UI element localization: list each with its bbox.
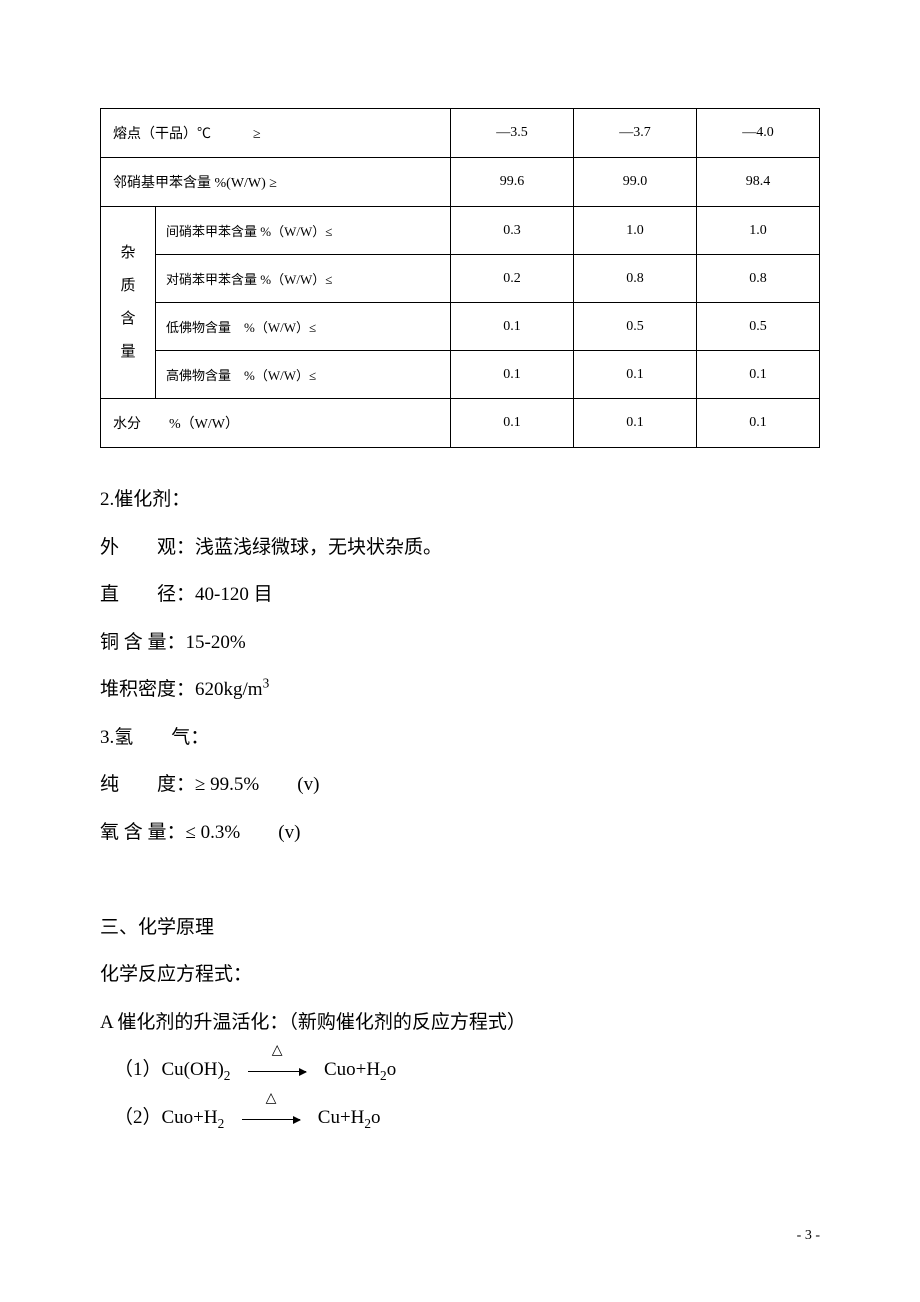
text: Cuo+H xyxy=(324,1059,380,1080)
text: 堆积密度：620kg/m xyxy=(100,679,263,700)
table-row: 邻硝基甲苯含量 %(W/W) ≥ 99.6 99.0 98.4 xyxy=(101,158,820,207)
equation-2: （2）Cuo+H2 △ Cu+H2o xyxy=(100,1094,820,1142)
table-row: 水分 %（W/W） 0.1 0.1 0.1 xyxy=(101,399,820,448)
subscript: 2 xyxy=(218,1116,225,1131)
cell-value: 0.3 xyxy=(451,207,574,255)
line-oxygen-content: 氧 含 量：≤ 0.3% (v) xyxy=(100,809,820,857)
cell-value: 0.2 xyxy=(451,255,574,303)
cell-value: 98.4 xyxy=(697,158,820,207)
cell-value: 0.8 xyxy=(697,255,820,303)
line-appearance: 外 观：浅蓝浅绿微球，无块状杂质。 xyxy=(100,524,820,572)
text: o xyxy=(387,1059,397,1080)
cell-value: —3.5 xyxy=(451,109,574,158)
cell-label: 水分 %（W/W） xyxy=(101,399,451,448)
superscript: 3 xyxy=(263,676,270,691)
cell-value: 0.8 xyxy=(574,255,697,303)
line-catalyst-heading: 2.催化剂： xyxy=(100,476,820,524)
line-bulk-density: 堆积密度：620kg/m3 xyxy=(100,666,820,714)
arrow-icon xyxy=(242,1119,300,1120)
cell-value: 0.1 xyxy=(451,399,574,448)
subscript: 2 xyxy=(224,1068,231,1083)
cell-value: 0.1 xyxy=(451,351,574,399)
cell-value: 0.5 xyxy=(697,303,820,351)
delta-icon: △ xyxy=(241,1033,313,1068)
cell-label: 熔点（干品）℃ ≥ xyxy=(101,109,451,158)
text: （2）Cuo+H xyxy=(114,1107,218,1128)
table-row: 高佛物含量 %（W/W）≤ 0.1 0.1 0.1 xyxy=(101,351,820,399)
cell-value: 0.1 xyxy=(451,303,574,351)
text: Cu+H xyxy=(318,1107,365,1128)
cell-value: —4.0 xyxy=(697,109,820,158)
reaction-arrow: △ xyxy=(235,1095,307,1143)
delta-icon: △ xyxy=(235,1081,307,1116)
cell-label: 间硝苯甲苯含量 %（W/W）≤ xyxy=(156,207,451,255)
subscript: 2 xyxy=(380,1068,387,1083)
cell-value: 0.5 xyxy=(574,303,697,351)
cell-value: 0.1 xyxy=(697,399,820,448)
table-row: 低佛物含量 %（W/W）≤ 0.1 0.5 0.5 xyxy=(101,303,820,351)
section-heading: 三、化学原理 xyxy=(100,904,820,952)
line-diameter: 直 径：40-120 目 xyxy=(100,571,820,619)
equation-1: （1）Cu(OH)2 △ Cuo+H2o xyxy=(100,1046,820,1094)
arrow-icon xyxy=(248,1071,306,1072)
line-hydrogen-heading: 3.氢 气： xyxy=(100,714,820,762)
line-equation-heading: 化学反应方程式： xyxy=(100,951,820,999)
table-row: 对硝苯甲苯含量 %（W/W）≤ 0.2 0.8 0.8 xyxy=(101,255,820,303)
cell-value: 1.0 xyxy=(697,207,820,255)
cell-value: 99.0 xyxy=(574,158,697,207)
cell-value: 0.1 xyxy=(574,399,697,448)
spec-table: 熔点（干品）℃ ≥ —3.5 —3.7 —4.0 邻硝基甲苯含量 %(W/W) … xyxy=(100,108,820,448)
impurity-group-label: 杂 质 含 量 xyxy=(101,207,156,399)
cell-value: 1.0 xyxy=(574,207,697,255)
line-activation-heading: A 催化剂的升温活化：（新购催化剂的反应方程式） xyxy=(100,999,820,1047)
text: o xyxy=(371,1107,381,1128)
table-row: 熔点（干品）℃ ≥ —3.5 —3.7 —4.0 xyxy=(101,109,820,158)
cell-label: 高佛物含量 %（W/W）≤ xyxy=(156,351,451,399)
cell-value: —3.7 xyxy=(574,109,697,158)
body-text: 2.催化剂： 外 观：浅蓝浅绿微球，无块状杂质。 直 径：40-120 目 铜 … xyxy=(100,476,820,1143)
cell-value: 0.1 xyxy=(697,351,820,399)
page-number: - 3 - xyxy=(797,1228,820,1244)
line-purity: 纯 度：≥ 99.5% (v) xyxy=(100,761,820,809)
cell-label: 对硝苯甲苯含量 %（W/W）≤ xyxy=(156,255,451,303)
cell-label: 低佛物含量 %（W/W）≤ xyxy=(156,303,451,351)
text: （1）Cu(OH) xyxy=(114,1059,224,1080)
cell-label: 邻硝基甲苯含量 %(W/W) ≥ xyxy=(101,158,451,207)
table-row: 杂 质 含 量 间硝苯甲苯含量 %（W/W）≤ 0.3 1.0 1.0 xyxy=(101,207,820,255)
cell-value: 0.1 xyxy=(574,351,697,399)
blank-line xyxy=(100,856,820,904)
line-copper-content: 铜 含 量：15-20% xyxy=(100,619,820,667)
cell-value: 99.6 xyxy=(451,158,574,207)
